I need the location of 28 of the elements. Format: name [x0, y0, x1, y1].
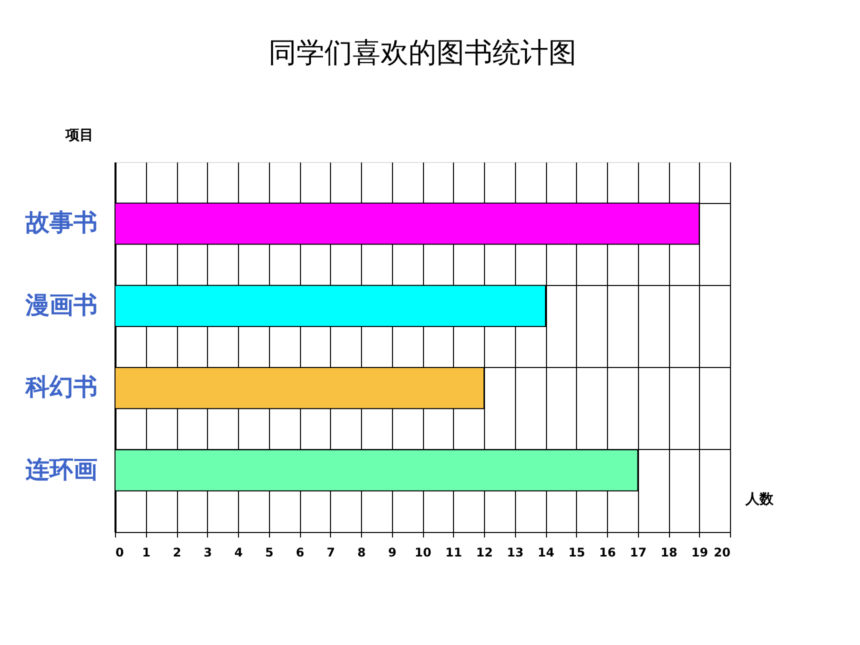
x-tick-label: 2: [172, 546, 182, 560]
x-tick-label: 12: [476, 546, 493, 560]
x-tick-label: 1: [142, 546, 150, 560]
x-axis-title: 人数: [744, 492, 774, 508]
chart-title: 同学们喜欢的图书统计图: [268, 36, 576, 69]
x-tick-label: 7: [326, 546, 335, 560]
x-tick-label: 15: [568, 546, 586, 560]
x-tick-label: 20: [714, 546, 730, 560]
x-tick-label: 8: [357, 546, 366, 560]
x-tick-label: 17: [630, 546, 647, 560]
x-tick-label: 4: [234, 546, 243, 560]
x-tick-label: 16: [599, 546, 616, 560]
y-tick-label: 科幻书: [24, 373, 98, 402]
x-tick-label: 11: [445, 546, 462, 560]
x-tick-label: 0: [116, 546, 124, 560]
y-tick-label: 连环画: [24, 455, 98, 484]
x-tick-label: 14: [538, 546, 554, 560]
y-tick-label: 漫画书: [24, 290, 98, 319]
x-tick-label: 9: [388, 546, 396, 560]
x-tick-label: 5: [265, 546, 274, 560]
x-tick-label: 6: [296, 546, 304, 560]
x-tick-label: 3: [204, 546, 212, 560]
y-tick-label: 故事书: [24, 208, 98, 237]
x-tick-label: 13: [506, 546, 524, 560]
y-axis-title: 项目: [64, 128, 94, 144]
x-tick-label: 18: [660, 546, 678, 560]
x-tick-label: 19: [691, 546, 708, 560]
x-tick-label: 10: [414, 546, 432, 560]
